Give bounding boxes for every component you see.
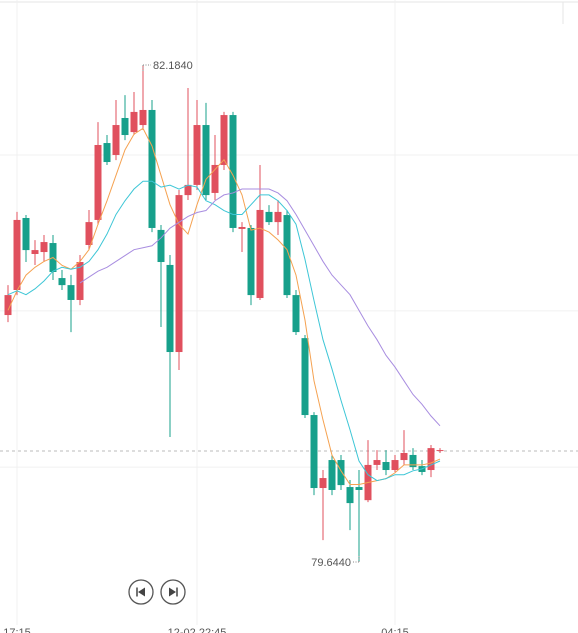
candle-body <box>229 115 237 228</box>
candle-body <box>337 460 345 486</box>
candle-body <box>427 448 435 471</box>
candle-body <box>328 460 336 490</box>
candle-body <box>301 338 309 416</box>
candle-body <box>4 295 12 316</box>
candle-body <box>103 143 111 163</box>
candle-body <box>400 452 408 461</box>
candle-body <box>85 222 93 245</box>
candle-body <box>220 115 228 165</box>
moving-average-line <box>7 180 441 482</box>
candle-body <box>283 215 291 296</box>
x-tick-label: 17:15 <box>3 627 31 633</box>
candle-body <box>256 209 264 299</box>
candle-body <box>40 242 48 253</box>
x-tick-label: 12-02 22:45 <box>168 627 227 633</box>
candle-body <box>274 211 282 223</box>
candle-body <box>184 184 192 196</box>
candle-body <box>121 117 129 136</box>
candle-body <box>13 219 21 290</box>
candle-body <box>58 278 66 286</box>
candle-body <box>238 226 246 229</box>
candle-body <box>148 109 156 228</box>
candle-body <box>31 250 39 254</box>
candle-body <box>373 460 381 465</box>
candle-body <box>76 262 84 300</box>
candle-body <box>67 285 75 300</box>
candle-body <box>139 109 147 126</box>
candle-body <box>193 125 201 185</box>
annotation-label: 79.6440 <box>311 557 351 569</box>
candle-body <box>175 195 183 353</box>
playback-next[interactable] <box>160 579 186 605</box>
candle-body <box>292 295 300 333</box>
candle-body <box>409 454 417 468</box>
candle-body <box>157 229 165 263</box>
candle-body <box>436 450 444 452</box>
candle-body <box>319 478 327 489</box>
candle-body <box>247 227 255 296</box>
candle-body <box>310 415 318 489</box>
candle-body <box>130 111 138 133</box>
candle-body <box>265 211 273 223</box>
candle-body <box>382 461 390 471</box>
candle-body <box>112 125 120 155</box>
moving-average-line <box>7 127 441 486</box>
playback-prev[interactable] <box>128 579 154 605</box>
moving-average-line <box>79 188 441 427</box>
candle-body <box>202 125 210 196</box>
candle-body <box>355 487 363 490</box>
candle-body <box>94 144 102 220</box>
candle-body <box>166 264 174 353</box>
candle-body <box>391 460 399 471</box>
candle-body <box>211 164 219 193</box>
candle-body <box>22 217 30 251</box>
x-tick-label: 04:15 <box>381 627 409 633</box>
candle-body <box>346 487 354 504</box>
annotation-label: 82.1840 <box>153 60 193 72</box>
